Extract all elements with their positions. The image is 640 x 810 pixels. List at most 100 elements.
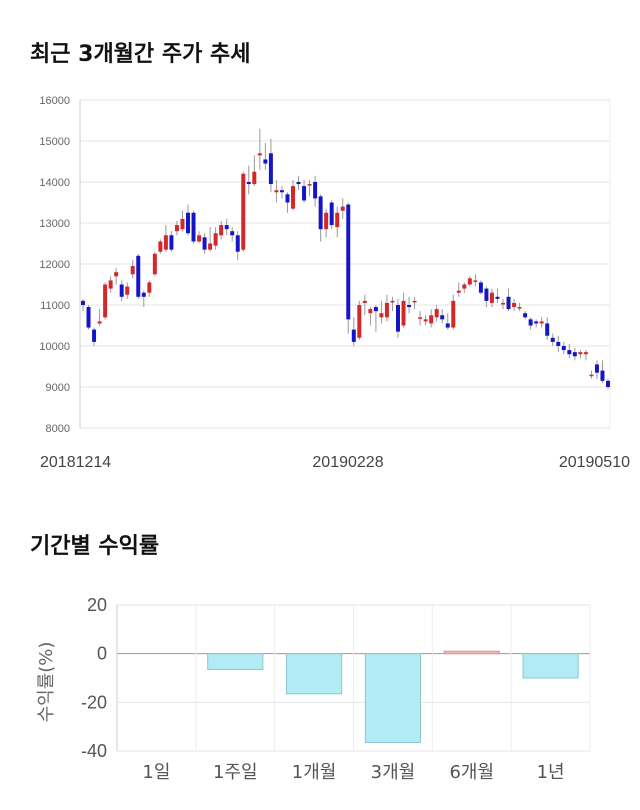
- candle: [307, 179, 312, 197]
- candle: [246, 165, 251, 195]
- candle: [141, 290, 146, 308]
- candle: [92, 327, 97, 346]
- candle-body: [191, 212, 196, 242]
- candle: [103, 282, 108, 320]
- date-label: 20181214: [40, 454, 111, 471]
- candle: [97, 309, 102, 326]
- candle: [119, 280, 124, 301]
- candle-body: [197, 235, 202, 242]
- candle-body: [346, 204, 351, 320]
- candle: [230, 227, 235, 242]
- candle-body: [473, 280, 478, 282]
- candle: [186, 204, 190, 236]
- candle-body: [396, 305, 400, 332]
- candle-body: [241, 173, 246, 250]
- candle: [489, 288, 494, 308]
- candle-body: [362, 300, 367, 303]
- candle-body: [274, 190, 279, 193]
- candle-body: [550, 337, 555, 342]
- candle-body: [169, 235, 174, 250]
- candle-body: [407, 305, 412, 308]
- y-tick-label: 20: [87, 595, 107, 615]
- candle: [158, 239, 163, 254]
- candle-body: [302, 186, 307, 201]
- candle: [329, 200, 334, 230]
- candle-body: [478, 282, 483, 293]
- candle-body: [600, 370, 605, 381]
- candle-body: [114, 272, 119, 277]
- candle-body: [467, 278, 472, 285]
- candle-body: [418, 317, 423, 319]
- y-tick-label: 13000: [39, 218, 70, 230]
- candle-body: [335, 212, 340, 228]
- candle-body: [97, 321, 102, 324]
- y-tick-label: -40: [81, 741, 107, 761]
- candle-body: [589, 374, 594, 377]
- candle: [523, 311, 528, 320]
- candle: [108, 276, 113, 293]
- candle: [484, 286, 489, 308]
- candle: [219, 220, 224, 240]
- candle-body: [291, 186, 295, 209]
- date-label: 20190228: [312, 454, 383, 471]
- candle-body: [412, 300, 417, 303]
- category-label: 1년: [537, 762, 565, 783]
- candle: [572, 348, 577, 361]
- candle: [213, 227, 218, 250]
- candle-body: [285, 194, 290, 203]
- candle-body: [528, 319, 533, 326]
- candle-body: [495, 296, 500, 299]
- candle-body: [296, 182, 301, 185]
- candle: [379, 300, 384, 324]
- candle: [501, 298, 505, 310]
- candle-body: [434, 309, 439, 318]
- candle: [594, 360, 599, 379]
- candle: [252, 155, 257, 187]
- candle-body: [357, 305, 362, 338]
- candle-body: [263, 159, 268, 164]
- candle: [407, 296, 412, 314]
- candle: [445, 313, 450, 330]
- candle: [429, 309, 434, 328]
- candle: [296, 175, 301, 191]
- return-bar: [522, 653, 579, 679]
- category-label: 6개월: [449, 762, 494, 783]
- candle: [373, 305, 378, 332]
- candle: [606, 378, 610, 390]
- candle: [423, 315, 428, 326]
- period-returns-title: 기간별 수익률: [30, 534, 160, 559]
- date-label: 20190510: [559, 454, 630, 471]
- candle-body: [246, 182, 251, 185]
- y-tick-label: 9000: [46, 382, 70, 394]
- candle-body: [313, 182, 318, 199]
- candle-body: [208, 243, 213, 250]
- candle-body: [252, 171, 257, 185]
- candle-body: [152, 253, 157, 275]
- candle-body: [235, 235, 240, 252]
- candle: [318, 194, 323, 242]
- candle: [274, 179, 279, 203]
- candle: [556, 335, 561, 353]
- candle-body: [318, 196, 323, 230]
- candle: [495, 288, 500, 303]
- candle: [351, 317, 356, 346]
- candle: [357, 300, 362, 340]
- candle-body: [445, 323, 450, 328]
- candle: [125, 282, 130, 299]
- candle-body: [219, 225, 224, 236]
- candle: [390, 296, 395, 312]
- candle-body: [136, 255, 141, 297]
- candle: [578, 350, 583, 359]
- candle: [534, 319, 539, 328]
- candle: [136, 253, 141, 299]
- candle: [263, 143, 268, 170]
- candle-body: [512, 302, 517, 308]
- candle: [268, 138, 273, 193]
- candle: [512, 298, 517, 312]
- candle-body: [489, 292, 494, 303]
- candle: [197, 231, 202, 244]
- candle-body: [606, 380, 610, 387]
- candle: [384, 294, 389, 322]
- candle: [396, 298, 400, 338]
- candle-body: [462, 284, 467, 289]
